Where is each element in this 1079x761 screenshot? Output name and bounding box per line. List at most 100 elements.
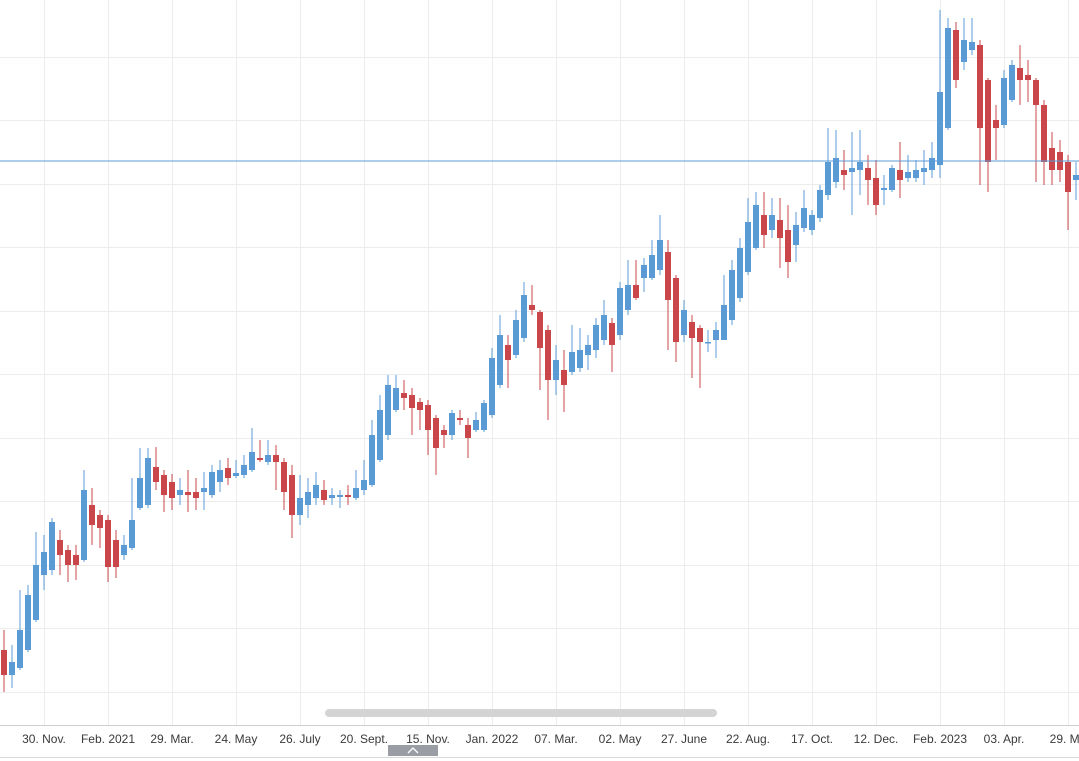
- x-tick-label: 26. July: [279, 732, 320, 746]
- candle-body: [289, 475, 295, 515]
- candle-body: [561, 370, 567, 385]
- candle-body: [393, 388, 399, 410]
- candle-body: [521, 295, 527, 338]
- candle-body: [609, 323, 615, 345]
- candle-body: [97, 515, 103, 528]
- x-tick-label: Jan. 2022: [466, 732, 519, 746]
- candle-body: [377, 410, 383, 460]
- candle-body: [337, 495, 343, 497]
- candle-body: [257, 458, 263, 460]
- candle-body: [841, 170, 847, 175]
- candle-body: [305, 492, 311, 505]
- candle-body: [1073, 175, 1079, 180]
- candle-body: [473, 420, 479, 430]
- candle-body: [785, 230, 791, 262]
- candle-body: [617, 288, 623, 335]
- candle-body: [33, 565, 39, 620]
- candle-body: [913, 170, 919, 178]
- candle-body: [505, 345, 511, 360]
- candle-body: [569, 352, 575, 372]
- candle-body: [745, 222, 751, 272]
- candle-body: [545, 330, 551, 380]
- candle-body: [457, 418, 463, 420]
- x-tick-label: 07. Mar.: [534, 732, 577, 746]
- candle-body: [113, 540, 119, 567]
- candle-body: [9, 662, 15, 675]
- candle-body: [225, 468, 231, 478]
- candle-body: [89, 505, 95, 525]
- candle-body: [169, 482, 175, 498]
- candle-body: [369, 435, 375, 485]
- candle-body: [185, 492, 191, 495]
- candle-body: [353, 488, 359, 498]
- candle-body: [209, 472, 215, 495]
- candle-body: [385, 385, 391, 435]
- candle-body: [737, 248, 743, 298]
- candle-body: [649, 255, 655, 278]
- candle-body: [945, 28, 951, 128]
- x-tick-label: 24. May: [215, 732, 258, 746]
- candle-body: [1001, 78, 1007, 125]
- candle-body: [361, 480, 367, 490]
- candle-body: [41, 552, 47, 575]
- x-tick-label: 17. Oct.: [791, 732, 833, 746]
- candle-body: [129, 520, 135, 548]
- x-tick-label: 29. Mar.: [150, 732, 193, 746]
- x-tick-label: 22. Aug.: [726, 732, 770, 746]
- candle-body: [769, 215, 775, 230]
- candle-body: [689, 322, 695, 338]
- candle-body: [721, 305, 727, 340]
- candle-body: [409, 395, 415, 408]
- candle-body: [1, 650, 7, 675]
- candle-body: [849, 168, 855, 172]
- candle-body: [697, 328, 703, 342]
- candle-body: [761, 215, 767, 235]
- candle-body: [889, 168, 895, 190]
- candle-body: [153, 467, 159, 482]
- x-tick-label: 03. Apr.: [984, 732, 1025, 746]
- candle-body: [537, 312, 543, 348]
- candle-body: [65, 550, 71, 565]
- candle-body: [665, 252, 671, 300]
- candle-body: [801, 208, 807, 228]
- candle-body: [145, 458, 151, 505]
- candle-body: [529, 305, 535, 310]
- candle-body: [345, 495, 351, 497]
- candle-body: [233, 473, 239, 476]
- candle-body: [1017, 68, 1023, 80]
- candle-body: [105, 520, 111, 567]
- candle-body: [321, 490, 327, 500]
- candle-body: [273, 455, 279, 462]
- candle-body: [17, 630, 23, 668]
- candle-body: [793, 225, 799, 245]
- candle-body: [329, 495, 335, 498]
- x-tick-label: Feb. 2023: [913, 732, 967, 746]
- candle-body: [905, 172, 911, 178]
- x-tick-label: 12. Dec.: [854, 732, 899, 746]
- candle-body: [625, 285, 631, 310]
- candle-body: [217, 470, 223, 482]
- candle-body: [137, 478, 143, 508]
- candle-body: [73, 555, 79, 565]
- candle-body: [713, 330, 719, 340]
- x-tick-label: 15. Nov.: [406, 732, 450, 746]
- candle-body: [681, 310, 687, 335]
- navigator-handle[interactable]: [388, 745, 438, 756]
- candle-body: [49, 522, 55, 570]
- candle-body: [1041, 105, 1047, 162]
- candle-body: [1009, 65, 1015, 100]
- candle-body: [465, 425, 471, 438]
- candle-body: [921, 168, 927, 172]
- candle-body: [705, 342, 711, 344]
- candle-body: [633, 285, 639, 298]
- candle-body: [657, 240, 663, 270]
- x-tick-label: 30. Nov.: [22, 732, 66, 746]
- scrollbar[interactable]: [325, 709, 717, 717]
- candle-body: [313, 485, 319, 498]
- candle-body: [961, 40, 967, 62]
- candle-body: [249, 452, 255, 470]
- candle-body: [1049, 148, 1055, 170]
- candle-body: [593, 325, 599, 350]
- candle-body: [937, 92, 943, 165]
